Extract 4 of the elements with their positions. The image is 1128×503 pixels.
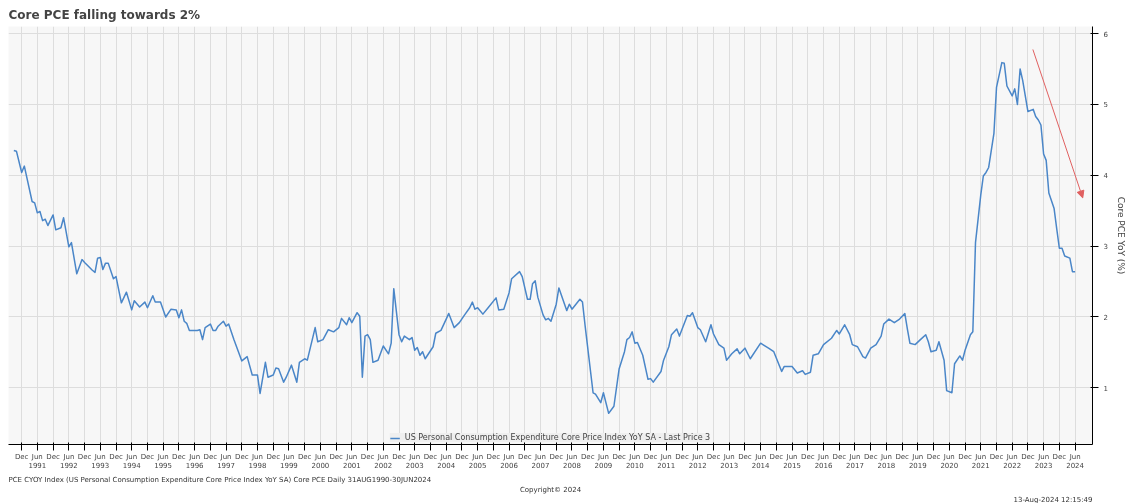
y-axis-title: Core PCE YoY (%) — [1115, 196, 1126, 275]
chart-title: Core PCE falling towards 2% — [8, 7, 201, 22]
legend-label: US Personal Consumption Expenditure Core Price Index YoY SA - Last Price 3 — [404, 433, 711, 442]
line-series — [13, 61, 1076, 415]
